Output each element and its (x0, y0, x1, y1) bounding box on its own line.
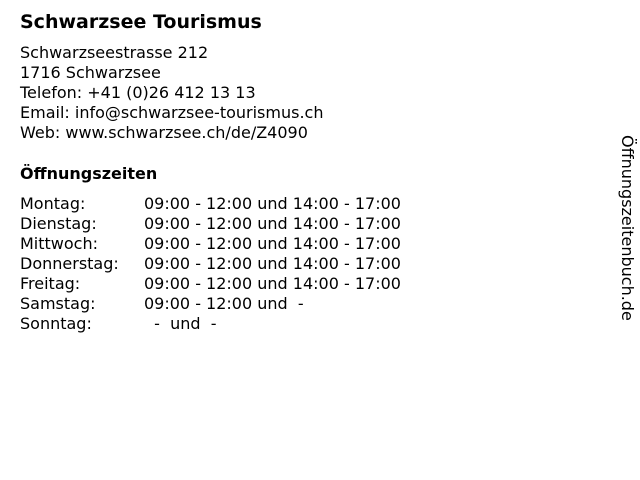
time-range: 09:00 - 12:00 und - (144, 294, 304, 313)
time-range: 09:00 - 12:00 und 14:00 - 17:00 (144, 274, 401, 293)
day-label: Mittwoch: (20, 234, 98, 253)
business-name: Schwarzsee Tourismus (20, 11, 262, 33)
day-label: Freitag: (20, 274, 81, 293)
day-label: Sonntag: (20, 314, 92, 333)
address-block: Schwarzseestrasse 212 1716 Schwarzsee Te… (20, 43, 323, 143)
time-range: 09:00 - 12:00 und 14:00 - 17:00 (144, 194, 401, 213)
phone: Telefon: +41 (0)26 412 13 13 (20, 83, 256, 102)
city: 1716 Schwarzsee (20, 63, 161, 82)
day-label: Montag: (20, 194, 86, 213)
site-watermark: Öffnungszeitenbuch.de (618, 135, 637, 321)
street: Schwarzseestrasse 212 (20, 43, 209, 62)
website: Web: www.schwarzsee.ch/de/Z4090 (20, 123, 308, 142)
day-label: Donnerstag: (20, 254, 119, 273)
email: Email: info@schwarzsee-tourismus.ch (20, 103, 324, 122)
day-label: Samstag: (20, 294, 96, 313)
time-range: 09:00 - 12:00 und 14:00 - 17:00 (144, 234, 401, 253)
time-range: - und - (144, 314, 217, 333)
time-range: 09:00 - 12:00 und 14:00 - 17:00 (144, 254, 401, 273)
hours-heading: Öffnungszeiten (20, 164, 158, 183)
day-label: Dienstag: (20, 214, 97, 233)
time-range: 09:00 - 12:00 und 14:00 - 17:00 (144, 214, 401, 233)
